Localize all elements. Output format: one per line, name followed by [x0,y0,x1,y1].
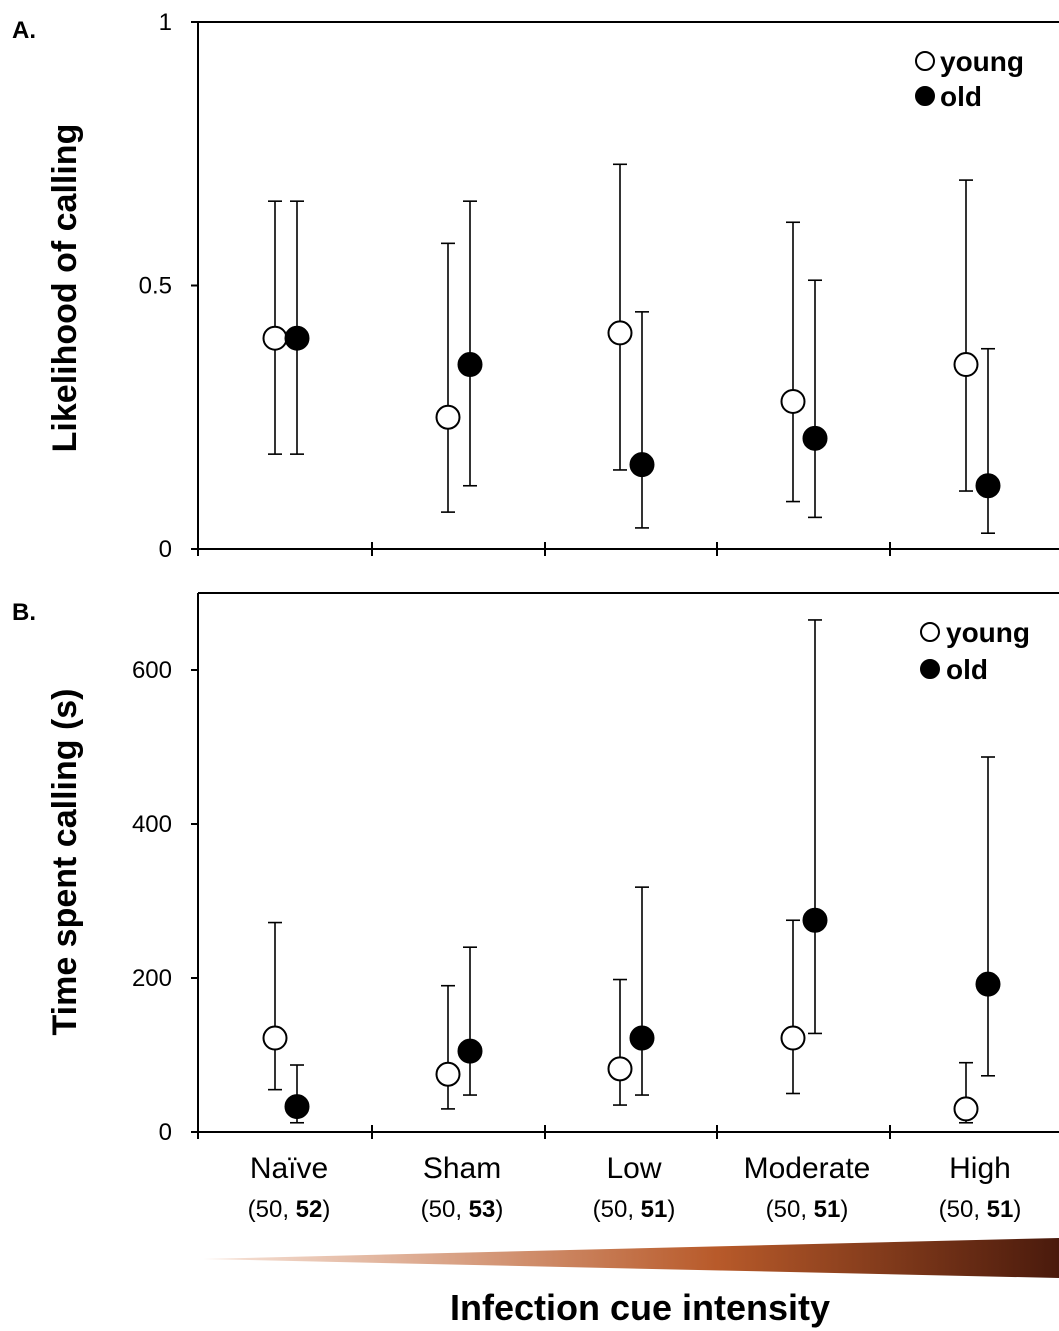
category-label: Low [606,1152,661,1185]
data-point-young [780,919,806,1095]
legend-young-marker [915,51,935,71]
legend-young-label: young [940,46,1024,77]
y-tick-label: 1 [159,9,172,36]
data-point-old [802,279,828,519]
legend-young-label: young [946,617,1030,648]
data-point-young [607,163,633,471]
marker-young [953,1096,979,1122]
marker-young [435,1061,461,1087]
y-tick-label: 0 [159,1119,172,1146]
data-point-young [953,179,979,492]
marker-young [780,1025,806,1051]
marker-young [607,320,633,346]
marker-young [435,404,461,430]
marker-young [262,1025,288,1051]
marker-old [802,425,828,451]
panel-b: B. Time spent calling (s) 0 200 400 600 you… [12,592,1059,1146]
sample-size-label: (50, 51) [593,1196,676,1223]
data-point-young [780,221,806,503]
data-point-young [262,200,288,455]
marker-young [607,1056,633,1082]
data-point-old [975,756,1001,1077]
marker-old [975,473,1001,499]
marker-old [975,971,1001,997]
data-point-old [629,311,655,529]
y-tick-label: 0.5 [139,273,172,300]
category-label: High [949,1152,1011,1185]
panel-b-label: B. [12,599,36,626]
category-labels: Naïve (50, 52) Sham (50, 53) Low (50, 51) Mode… [248,1152,1022,1223]
marker-young [262,325,288,351]
legend-old-marker [915,86,935,106]
marker-young [953,352,979,378]
data-point-old [457,200,483,487]
panel-a-legend: young old [915,46,1024,112]
panel-b-legend: young old [920,617,1030,685]
panel-a-ylabel: Likelihood of calling [46,124,84,453]
marker-old [629,1025,655,1051]
legend-old-label: old [940,81,982,112]
data-point-young [953,1061,979,1124]
category-label: Sham [423,1152,501,1185]
x-axis-label: Infection cue intensity [450,1287,830,1328]
legend-old-marker [920,659,940,679]
marker-old [457,1038,483,1064]
legend-young-marker [920,622,940,642]
marker-old [629,452,655,478]
sample-size-label: (50, 52) [248,1196,331,1223]
category-label: Naïve [250,1152,328,1185]
data-point-old [802,619,828,1035]
data-point-old [975,347,1001,534]
marker-old [284,325,310,351]
panel-a: A. Likelihood of calling 0 0.5 1 young old [12,9,1059,563]
category-label: Moderate [744,1152,871,1185]
panel-a-label: A. [12,17,36,44]
data-point-old [457,946,483,1096]
data-point-young [262,921,288,1091]
data-point-young [435,984,461,1110]
marker-old [284,1094,310,1120]
y-tick-label: 400 [132,811,172,838]
data-point-young [607,978,633,1106]
y-tick-label: 0 [159,536,172,563]
marker-young [780,388,806,414]
y-tick-label: 200 [132,965,172,992]
sample-size-label: (50, 51) [939,1196,1022,1223]
data-point-old [629,886,655,1096]
data-point-old [284,200,310,455]
data-point-old [284,1064,310,1124]
infection-gradient-wedge [203,1238,1059,1278]
y-tick-label: 600 [132,657,172,684]
sample-size-label: (50, 51) [766,1196,849,1223]
legend-old-label: old [946,654,988,685]
marker-old [457,352,483,378]
panel-b-ylabel: Time spent calling (s) [46,688,84,1035]
sample-size-label: (50, 53) [421,1196,504,1223]
data-point-young [435,242,461,513]
marker-old [802,907,828,933]
